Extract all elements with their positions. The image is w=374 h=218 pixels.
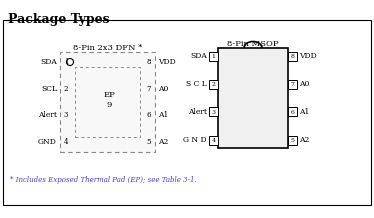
Text: 4: 4 xyxy=(211,138,215,143)
Text: 1: 1 xyxy=(212,53,215,58)
Text: A1: A1 xyxy=(299,108,309,116)
Text: SDA: SDA xyxy=(190,52,207,60)
Bar xyxy=(209,107,218,116)
Text: VDD: VDD xyxy=(299,52,317,60)
Text: 7: 7 xyxy=(291,82,294,87)
Text: 2: 2 xyxy=(64,85,68,93)
Text: EP
9: EP 9 xyxy=(104,91,115,109)
Text: S C L: S C L xyxy=(186,80,207,88)
Text: A0: A0 xyxy=(158,85,168,93)
Bar xyxy=(60,52,155,152)
Text: GND: GND xyxy=(38,138,57,146)
Text: G N D: G N D xyxy=(183,136,207,144)
Bar xyxy=(3,20,371,205)
Text: A2: A2 xyxy=(158,138,168,146)
Bar xyxy=(218,48,288,148)
Text: 3: 3 xyxy=(212,109,215,114)
Text: SCL: SCL xyxy=(41,85,57,93)
Text: 2: 2 xyxy=(212,82,215,87)
Bar xyxy=(288,107,297,116)
Bar xyxy=(209,51,218,61)
Text: Alert: Alert xyxy=(188,108,207,116)
Text: A2: A2 xyxy=(299,136,309,144)
Bar xyxy=(75,67,140,137)
Text: 1: 1 xyxy=(64,58,68,66)
Text: 4: 4 xyxy=(64,138,68,146)
Text: A1: A1 xyxy=(158,111,168,119)
Text: Alert: Alert xyxy=(38,111,57,119)
Text: SDA: SDA xyxy=(40,58,57,66)
Text: 7: 7 xyxy=(147,85,151,93)
Text: 8-Pin MSOP: 8-Pin MSOP xyxy=(227,40,279,48)
Bar xyxy=(209,80,218,89)
Bar xyxy=(288,136,297,145)
Text: 5: 5 xyxy=(147,138,151,146)
Text: 8: 8 xyxy=(291,53,294,58)
Text: 6: 6 xyxy=(291,109,294,114)
Text: 8: 8 xyxy=(147,58,151,66)
Text: Package Types: Package Types xyxy=(8,13,110,26)
Text: * Includes Exposed Thermal Pad (EP); see Table 3-1.: * Includes Exposed Thermal Pad (EP); see… xyxy=(10,176,197,184)
Text: 6: 6 xyxy=(147,111,151,119)
Bar xyxy=(288,51,297,61)
Bar xyxy=(209,136,218,145)
Text: A0: A0 xyxy=(299,80,309,88)
Bar xyxy=(288,80,297,89)
Text: 5: 5 xyxy=(291,138,294,143)
Text: VDD: VDD xyxy=(158,58,176,66)
Text: 3: 3 xyxy=(64,111,68,119)
Text: 8-Pin 2x3 DFN *: 8-Pin 2x3 DFN * xyxy=(73,44,142,52)
